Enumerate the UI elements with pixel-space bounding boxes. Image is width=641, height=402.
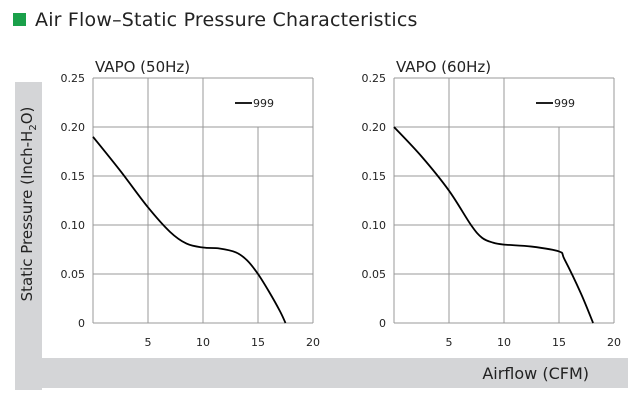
y-tick-label: 0: [379, 317, 386, 330]
y-tick-label: 0.05: [362, 268, 387, 281]
x-axis-label: Airflow (CFM): [482, 364, 589, 383]
x-tick-label: 15: [552, 336, 566, 349]
x-tick-label: 10: [497, 336, 511, 349]
y-tick-label: 0.15: [362, 170, 387, 183]
chart-title: VAPO (60Hz): [396, 58, 491, 76]
y-tick-label: 0.20: [362, 121, 387, 134]
chart-title: VAPO (50Hz): [95, 58, 190, 76]
y-tick-label: 0.20: [61, 121, 86, 134]
y-tick-label: 0.25: [61, 72, 86, 85]
page-title: Air Flow–Static Pressure Characteristics: [35, 9, 418, 31]
y-tick-label: 0.10: [61, 219, 86, 232]
x-tick-label: 5: [145, 336, 152, 349]
x-tick-label: 5: [446, 336, 453, 349]
y-tick-label: 0.05: [61, 268, 86, 281]
series-line-999: [393, 126, 594, 324]
legend-label: 999: [253, 97, 274, 110]
x-tick-label: 15: [251, 336, 265, 349]
title-bullet-icon: [13, 13, 26, 26]
x-axis-band: [15, 358, 628, 388]
y-axis-band: [15, 82, 42, 390]
y-tick-label: 0: [78, 317, 85, 330]
legend-label: 999: [554, 97, 575, 110]
x-tick-label: 10: [196, 336, 210, 349]
series-line-999: [92, 136, 287, 324]
y-tick-label: 0.15: [61, 170, 86, 183]
y-tick-label: 0.10: [362, 219, 387, 232]
x-tick-label: 20: [607, 336, 621, 349]
x-tick-label: 20: [306, 336, 320, 349]
y-tick-label: 0.25: [362, 72, 387, 85]
